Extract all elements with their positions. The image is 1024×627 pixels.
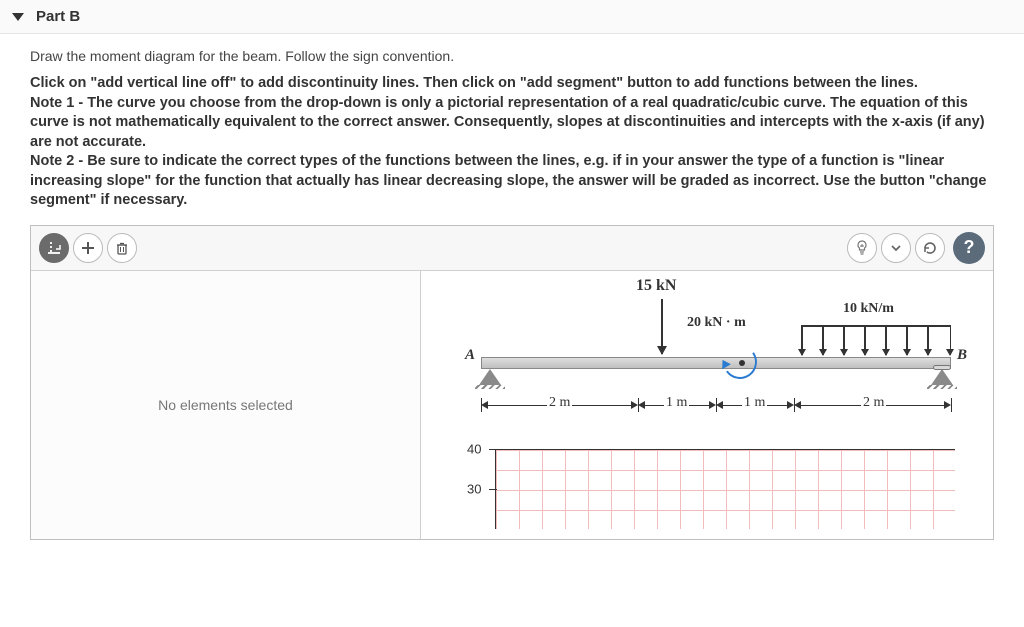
dim-arrow-icon <box>794 401 801 409</box>
support-label-b: B <box>957 347 967 364</box>
reset-button[interactable] <box>915 233 945 263</box>
dim-arrow-icon <box>631 401 638 409</box>
dim-label-0: 2 m <box>547 395 572 411</box>
selection-status: No elements selected <box>158 397 293 413</box>
y-tick <box>489 449 497 451</box>
help-button[interactable]: ? <box>953 232 985 264</box>
undo-button[interactable] <box>881 233 911 263</box>
part-header[interactable]: Part B <box>0 0 1024 34</box>
collapse-toggle-icon[interactable] <box>12 13 24 21</box>
diagram-editor: ? No elements selected A <box>30 225 994 540</box>
point-load-label: 15 kN <box>636 277 676 295</box>
y-label-30: 30 <box>467 481 481 496</box>
add-vertical-line-button[interactable] <box>39 233 69 263</box>
add-segment-button[interactable] <box>73 233 103 263</box>
editor-toolbar: ? <box>31 226 993 271</box>
instruction-notes: Click on "add vertical line off" to add … <box>30 74 994 211</box>
dim-arrow-icon <box>709 401 716 409</box>
moment-label: 20 kN · m <box>687 315 746 331</box>
trash-icon <box>115 241 129 255</box>
dim-arrow-icon <box>481 401 488 409</box>
plus-icon <box>81 241 95 255</box>
roller-icon <box>933 365 951 370</box>
dim-tick <box>951 398 952 412</box>
refresh-icon <box>922 240 938 256</box>
moment-point-icon <box>739 360 745 366</box>
vertical-line-off-icon <box>46 240 62 256</box>
dim-arrow-icon <box>787 401 794 409</box>
dim-arrow-icon <box>944 401 951 409</box>
chevron-down-icon <box>890 242 902 254</box>
dim-label-2: 1 m <box>742 395 767 411</box>
chart-grid <box>495 449 955 529</box>
beam-bar <box>481 357 951 369</box>
moment-chart[interactable]: 40 30 <box>461 443 961 533</box>
distributed-load-icon <box>801 325 951 355</box>
lightbulb-icon <box>854 240 870 256</box>
support-b-icon <box>931 369 953 385</box>
instruction-text: Draw the moment diagram for the beam. Fo… <box>30 48 994 64</box>
hint-button[interactable] <box>847 233 877 263</box>
content-area: Draw the moment diagram for the beam. Fo… <box>0 34 1024 540</box>
dim-arrow-icon <box>638 401 645 409</box>
dist-load-label: 10 kN/m <box>843 301 894 317</box>
dim-label-3: 2 m <box>861 395 886 411</box>
figure-panel[interactable]: A B 15 kN 20 kN · m 10 kN/m <box>421 271 993 539</box>
y-label-40: 40 <box>467 441 481 456</box>
support-b-ground <box>927 385 957 389</box>
support-a-icon <box>479 369 501 385</box>
point-load-arrow-icon <box>661 299 663 354</box>
dim-label-1: 1 m <box>664 395 689 411</box>
dim-arrow-icon <box>716 401 723 409</box>
delete-button[interactable] <box>107 233 137 263</box>
part-title: Part B <box>36 8 80 25</box>
support-a-ground <box>475 385 505 389</box>
support-label-a: A <box>465 347 475 364</box>
y-tick <box>489 489 497 491</box>
beam-diagram: A B 15 kN 20 kN · m 10 kN/m <box>451 277 971 427</box>
question-icon: ? <box>964 237 975 258</box>
selection-panel: No elements selected <box>31 271 421 539</box>
editor-body: No elements selected A B 15 kN <box>31 271 993 539</box>
